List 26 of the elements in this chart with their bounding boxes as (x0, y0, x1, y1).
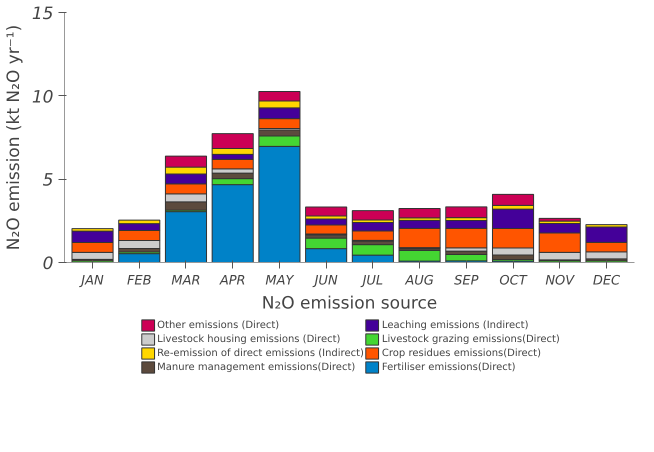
x-tick-label: JAN (78, 274, 104, 288)
y-axis-title: N₂O emission (kt N₂O yr⁻¹) (4, 24, 24, 250)
x-tick-label: MAR (171, 274, 201, 288)
legend-label: Leaching emissions (Indirect) (382, 319, 528, 331)
x-tick-label: JUL (360, 274, 384, 288)
legend-label: Manure management emissions(Direct) (157, 361, 356, 373)
x-tick-label: OCT (499, 274, 528, 288)
legend-label: Other emissions (Direct) (157, 319, 280, 331)
y-tick-label: 0 (42, 254, 54, 274)
legend-label: Fertiliser emissions(Direct) (382, 361, 516, 373)
legend-label: Livestock housing emissions (Direct) (157, 333, 340, 345)
x-tick-label: DEC (592, 274, 622, 288)
legend-label: Crop residues emissions(Direct) (382, 347, 541, 359)
x-tick-label: NOV (545, 274, 576, 288)
y-tick-label: 15 (32, 4, 54, 24)
x-tick-label: MAY (265, 274, 294, 288)
x-tick-label: APR (218, 274, 246, 288)
x-tick-label: FEB (126, 274, 152, 288)
y-tick-label: 5 (42, 170, 54, 191)
legend-label: Livestock grazing emissions(Direct) (382, 333, 560, 345)
x-axis-title: N₂O emission source (262, 294, 438, 314)
x-tick-label: JUN (312, 274, 338, 288)
x-tick-label: AUG (404, 274, 434, 288)
legend-label: Re-emission of direct emissions (Indirect) (157, 347, 364, 359)
x-tick-label: SEP (454, 274, 479, 288)
y-tick-label: 10 (32, 87, 54, 108)
